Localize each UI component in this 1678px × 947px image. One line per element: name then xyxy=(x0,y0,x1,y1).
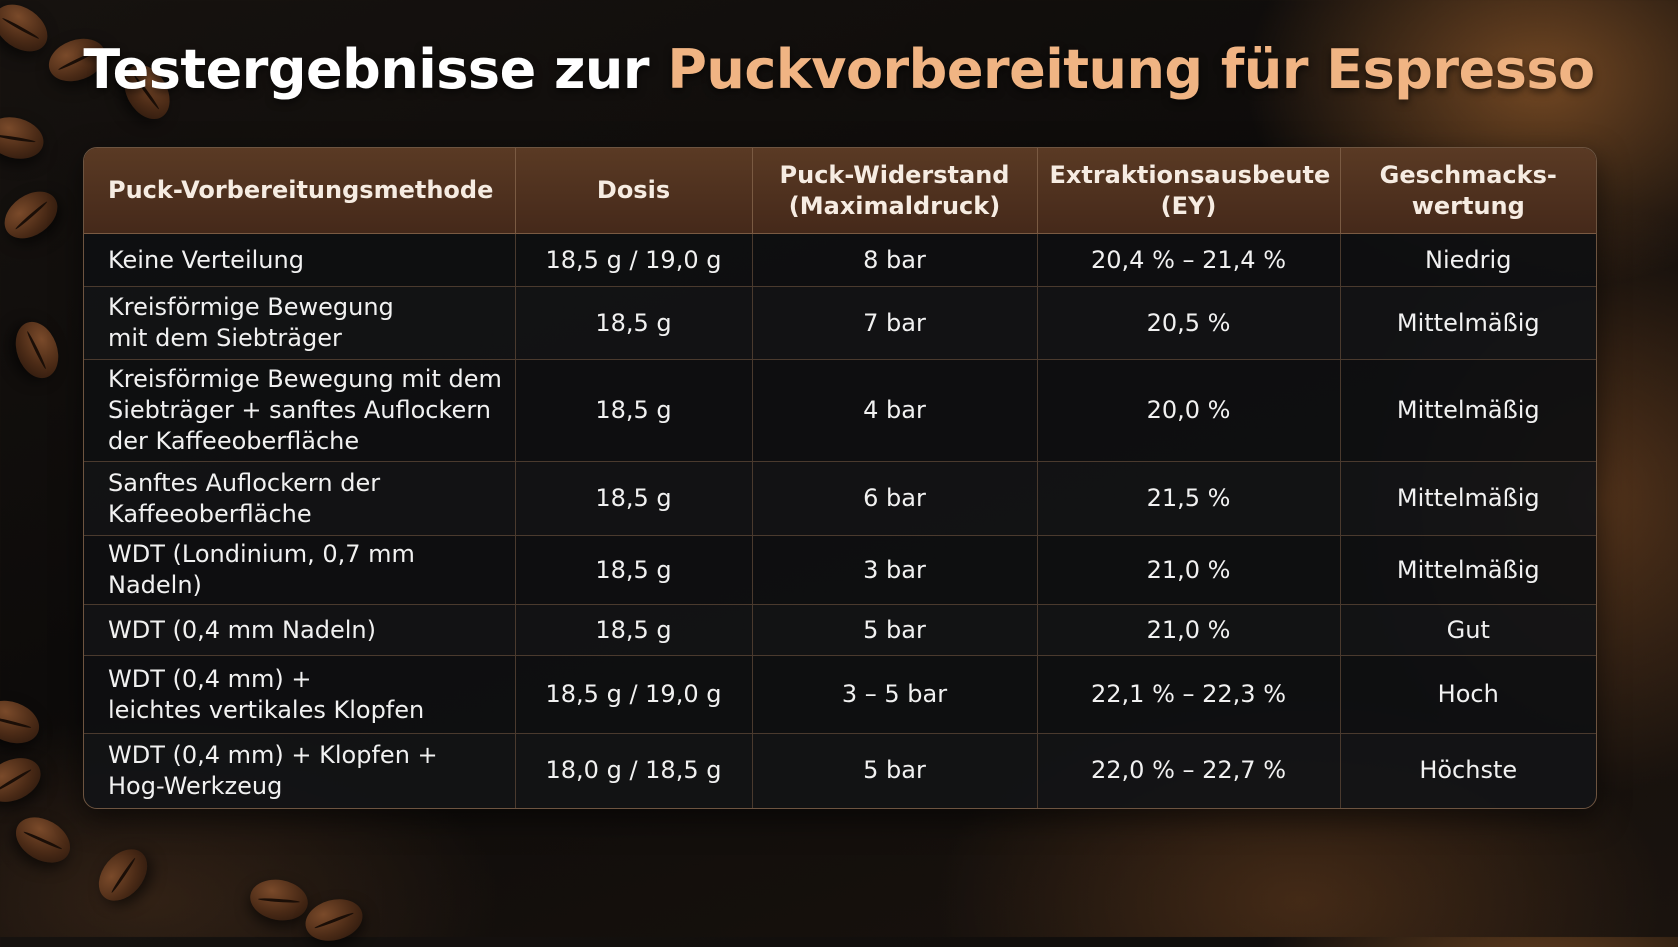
cell-method: Sanftes Auflockern der Kaffeeoberfläche xyxy=(84,461,516,536)
cell-resistance: 5 bar xyxy=(752,733,1038,808)
cell-dose: 18,5 g xyxy=(515,535,753,605)
cell-yield: 22,1 % – 22,3 % xyxy=(1037,655,1341,734)
results-table: Puck-Vorbereitungsmethode Dosis Puck-Wider… xyxy=(83,147,1597,809)
cell-dose: 18,0 g / 18,5 g xyxy=(515,733,753,808)
cell-resistance: 3 – 5 bar xyxy=(752,655,1038,734)
cell-method: Keine Verteilung xyxy=(84,233,516,287)
coffee-bean-decoration xyxy=(7,808,79,872)
coffee-bean-decoration xyxy=(300,893,368,947)
cell-yield: 21,0 % xyxy=(1037,535,1341,605)
cell-dose: 18,5 g xyxy=(515,461,753,536)
coffee-bean-decoration xyxy=(8,315,66,385)
cell-rating: Gut xyxy=(1340,604,1596,656)
cell-method: Kreisförmige Bewegung mit dem Siebträger … xyxy=(84,359,516,462)
cell-yield: 20,0 % xyxy=(1037,359,1341,462)
cell-rating: Mittelmäßig xyxy=(1340,461,1596,536)
cell-yield: 22,0 % – 22,7 % xyxy=(1037,733,1341,808)
cell-dose: 18,5 g xyxy=(515,286,753,360)
cell-rating: Hoch xyxy=(1340,655,1596,734)
cell-dose: 18,5 g / 19,0 g xyxy=(515,233,753,287)
header-resistance: Puck-Widerstand (Maximaldruck) xyxy=(752,148,1038,234)
cell-yield: 20,4 % – 21,4 % xyxy=(1037,233,1341,287)
cell-dose: 18,5 g / 19,0 g xyxy=(515,655,753,734)
coffee-bean-decoration xyxy=(0,693,46,751)
title-main: Testergebnisse zur xyxy=(83,38,668,101)
table-row: Sanftes Auflockern der Kaffeeoberfläche 18… xyxy=(84,461,1596,536)
header-dose: Dosis xyxy=(515,148,753,234)
header-row: Puck-Vorbereitungsmethode Dosis Puck-Wider… xyxy=(84,148,1596,234)
title-accent: Puckvorbereitung für Espresso xyxy=(667,38,1595,101)
cell-rating: Mittelmäßig xyxy=(1340,359,1596,462)
cell-resistance: 6 bar xyxy=(752,461,1038,536)
table-row: WDT (0,4 mm) + leichtes vertikales Klopfe… xyxy=(84,655,1596,734)
table-row: WDT (0,4 mm) + Klopfen + Hog-Werkzeug 18,0… xyxy=(84,733,1596,808)
cell-rating: Niedrig xyxy=(1340,233,1596,287)
header-rating: Geschmacks-wertung xyxy=(1340,148,1596,234)
cell-method: WDT (Londinium, 0,7 mm Nadeln) xyxy=(84,535,516,605)
cell-rating: Mittelmäßig xyxy=(1340,535,1596,605)
header-yield: Extraktionsausbeute (EY) xyxy=(1037,148,1341,234)
header-method: Puck-Vorbereitungsmethode xyxy=(84,148,516,234)
cell-resistance: 5 bar xyxy=(752,604,1038,656)
cell-yield: 21,0 % xyxy=(1037,604,1341,656)
table-header: Puck-Vorbereitungsmethode Dosis Puck-Wider… xyxy=(84,148,1596,234)
cell-method: WDT (0,4 mm Nadeln) xyxy=(84,604,516,656)
cell-resistance: 7 bar xyxy=(752,286,1038,360)
cell-yield: 21,5 % xyxy=(1037,461,1341,536)
page-title: Testergebnisse zur Puckvorbereitung für … xyxy=(0,38,1678,101)
cell-method: Kreisförmige Bewegung mit dem Siebträger xyxy=(84,286,516,360)
table-row: Kreisförmige Bewegung mit dem Siebträger 1… xyxy=(84,286,1596,360)
cell-resistance: 8 bar xyxy=(752,233,1038,287)
coffee-bean-decoration xyxy=(246,875,312,925)
cell-rating: Mittelmäßig xyxy=(1340,286,1596,360)
coffee-bean-decoration xyxy=(0,111,49,165)
coffee-bean-decoration xyxy=(0,749,48,811)
coffee-bean-decoration xyxy=(89,839,157,911)
coffee-bean-decoration xyxy=(0,181,67,249)
cell-resistance: 4 bar xyxy=(752,359,1038,462)
cell-dose: 18,5 g xyxy=(515,359,753,462)
cell-method: WDT (0,4 mm) + leichtes vertikales Klopfe… xyxy=(84,655,516,734)
cell-yield: 20,5 % xyxy=(1037,286,1341,360)
table-row: Kreisförmige Bewegung mit dem Siebträger … xyxy=(84,359,1596,462)
cell-dose: 18,5 g xyxy=(515,604,753,656)
cell-rating: Höchste xyxy=(1419,756,1518,785)
cell-method: WDT (0,4 mm) + Klopfen + Hog-Werkzeug xyxy=(84,733,516,808)
cell-resistance: 3 bar xyxy=(752,535,1038,605)
